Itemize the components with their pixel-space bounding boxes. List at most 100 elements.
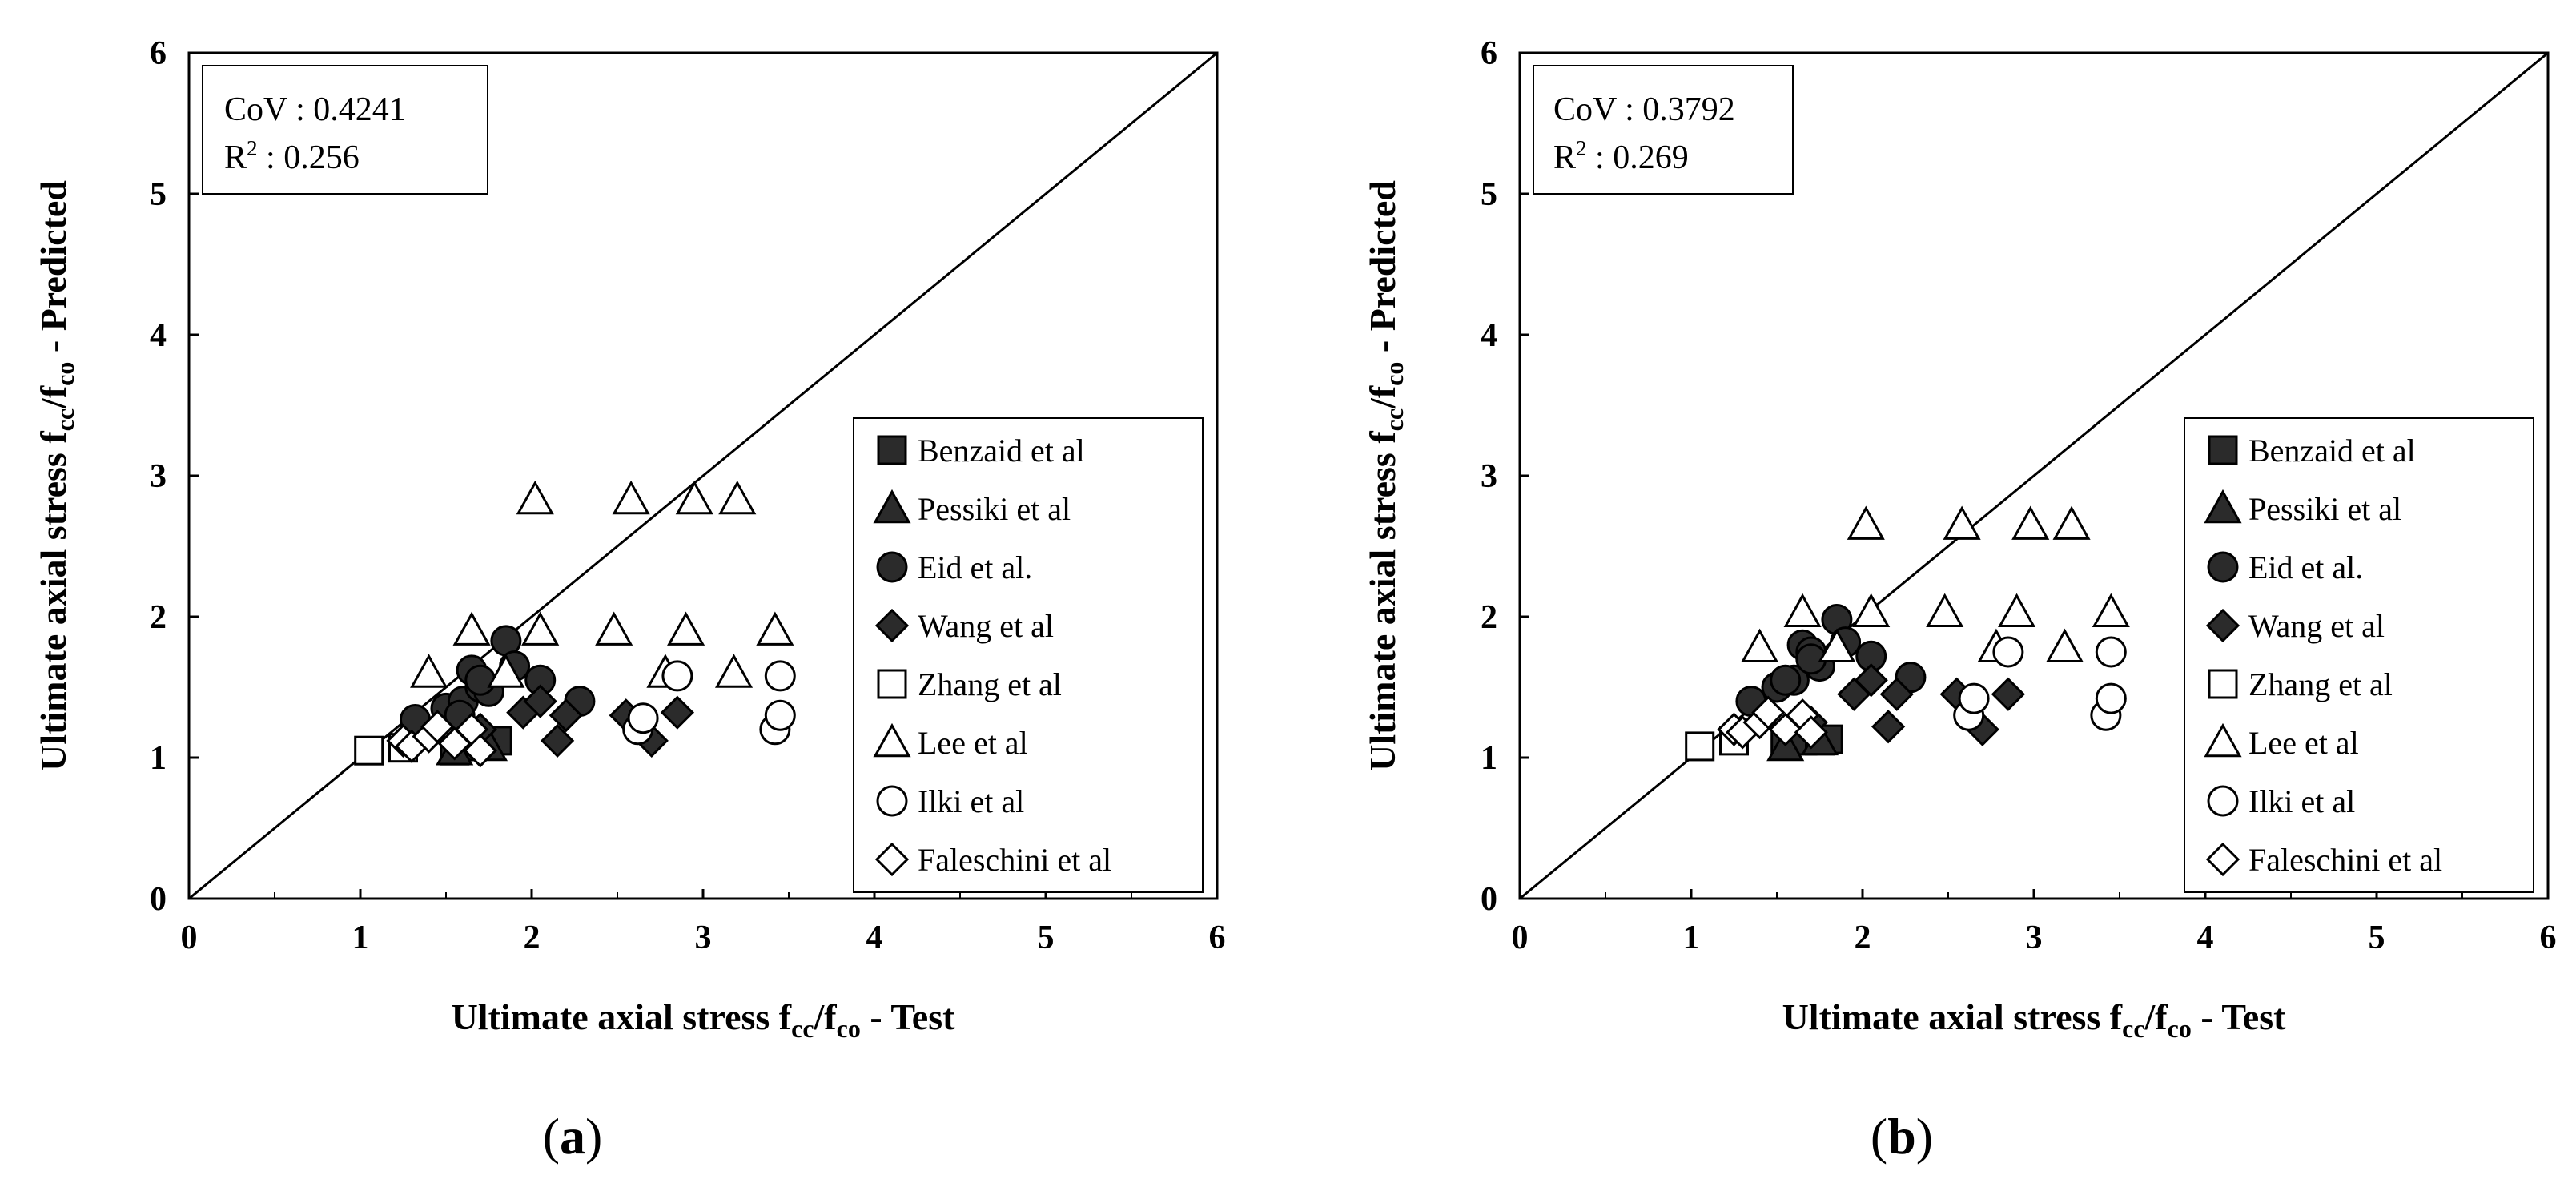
legend-label: Eid et al. — [918, 549, 1032, 585]
x-label-sub1: cc — [791, 1014, 814, 1043]
data-point — [2011, 505, 2050, 540]
legend: Benzaid et al Pessiki et al Eid et al. Wang… — [853, 417, 1204, 893]
data-point — [1943, 505, 1981, 540]
panel-label: (b) — [1871, 1108, 1933, 1165]
data-point — [2095, 636, 2127, 668]
y-tick-labels: 0 1 2 3 4 5 6 — [1481, 35, 1497, 918]
y-label-sub2: co — [50, 362, 79, 386]
y-axis-label: Ultimate axial stress fcc/fco - Predicte… — [33, 180, 79, 771]
x-label-sub2: co — [2168, 1014, 2192, 1043]
data-point — [1992, 636, 2024, 668]
data-point — [516, 480, 554, 515]
x-label-sub1: cc — [2122, 1014, 2144, 1043]
legend-swatch — [873, 722, 911, 758]
x-tick-label: 4 — [2197, 919, 2214, 956]
data-point — [1847, 505, 1885, 540]
stats-box-frame — [202, 65, 488, 195]
data-point — [1770, 664, 1802, 696]
legend-swatch — [2205, 608, 2240, 643]
r2-value: 0.256 — [283, 139, 360, 176]
data-point — [1751, 695, 1786, 730]
x-axis-label: Ultimate axial stress fcc/fco - Test — [452, 996, 956, 1043]
x-tick-label: 5 — [1038, 919, 1055, 956]
panel-letter: b — [1887, 1108, 1916, 1165]
y-label-mid: /f — [33, 385, 74, 409]
stats-box-frame — [1533, 65, 1794, 195]
legend-label: Zhang et al — [2248, 666, 2393, 702]
legend-frame — [853, 417, 1204, 893]
legend-swatch — [2205, 842, 2240, 877]
data-point — [612, 480, 650, 515]
r2-stat: R2 : 0.269 — [1553, 136, 1689, 176]
data-point — [2045, 628, 2084, 663]
cov-label: CoV : — [1553, 91, 1642, 128]
y-label-main: Ultimate axial stress f — [33, 431, 74, 771]
legend-swatch — [873, 489, 911, 524]
legend-swatch — [2208, 435, 2238, 465]
data-point — [540, 723, 575, 758]
x-label-tail: - Test — [2192, 996, 2286, 1037]
legend-swatch — [876, 785, 908, 817]
panel-letter: a — [560, 1108, 585, 1165]
legend-swatch — [877, 669, 907, 699]
legend-label: Zhang et al — [918, 666, 1062, 702]
data-point — [2052, 505, 2091, 540]
data-point — [2095, 682, 2127, 714]
r2-superscript: 2 — [1576, 136, 1587, 160]
legend: Benzaid et al Pessiki et al Eid et al. Wang… — [2184, 417, 2534, 893]
y-axis-label: Ultimate axial stress fcc/fco - Predicte… — [1362, 180, 1409, 771]
legend-swatch — [2207, 785, 2239, 817]
stats-box: CoV : 0.4241 R2 : 0.256 — [202, 65, 488, 195]
r2-value: 0.269 — [1613, 139, 1689, 176]
x-tick-label: 1 — [1683, 919, 1700, 956]
legend-label: Benzaid et al — [2248, 433, 2416, 469]
cov-stat: CoV : 0.4241 — [224, 91, 406, 128]
x-tick-label: 0 — [181, 919, 198, 956]
legend-label: Benzaid et al — [918, 433, 1085, 469]
data-point — [1991, 677, 2026, 711]
x-label-main: Ultimate axial stress f — [452, 996, 792, 1037]
data-point — [756, 611, 794, 646]
data-point — [667, 611, 705, 646]
y-tick-label: 3 — [1481, 458, 1497, 495]
y-label-tail: - Predicted — [33, 180, 74, 362]
data-point — [1926, 593, 1964, 628]
y-tick-label: 0 — [1481, 881, 1497, 918]
y-label-tail: - Predicted — [1362, 180, 1403, 362]
data-point — [1998, 593, 2036, 628]
y-label-main: Ultimate axial stress f — [1362, 431, 1403, 771]
y-tick-label: 1 — [1481, 740, 1497, 777]
legend-swatch — [874, 608, 910, 643]
y-tick-label: 1 — [150, 740, 167, 777]
r2-stat: R2 : 0.256 — [224, 136, 360, 176]
data-point — [463, 734, 497, 768]
x-axis-label: Ultimate axial stress fcc/fco - Test — [1782, 996, 2287, 1043]
data-point — [1741, 628, 1779, 663]
x-tick-label: 2 — [1855, 919, 1871, 956]
legend-swatch — [2204, 722, 2242, 758]
data-points — [354, 480, 796, 768]
data-point — [420, 710, 455, 744]
data-point — [487, 654, 525, 688]
y-label-sub1: cc — [1380, 408, 1409, 431]
y-tick-label: 0 — [150, 881, 167, 918]
data-points — [1685, 505, 2130, 762]
data-point — [1854, 663, 1888, 698]
y-tick-label: 5 — [150, 176, 167, 213]
legend-frame — [2184, 417, 2534, 893]
stats-box: CoV : 0.3792 R2 : 0.269 — [1533, 65, 1794, 195]
x-tick-label: 4 — [866, 919, 883, 956]
x-tick-label: 6 — [1209, 919, 1226, 956]
legend-swatch — [876, 551, 908, 583]
cov-stat: CoV : 0.3792 — [1553, 91, 1735, 128]
x-label-main: Ultimate axial stress f — [1782, 996, 2123, 1037]
legend-label: Wang et al — [2248, 608, 2385, 644]
r2-separator: : — [258, 139, 284, 176]
data-point — [1685, 731, 1715, 762]
y-label-sub2: co — [1380, 362, 1409, 386]
data-point — [1852, 593, 1891, 628]
data-point — [1958, 682, 1990, 714]
data-point — [1783, 593, 1822, 628]
y-tick-label: 3 — [150, 458, 167, 495]
